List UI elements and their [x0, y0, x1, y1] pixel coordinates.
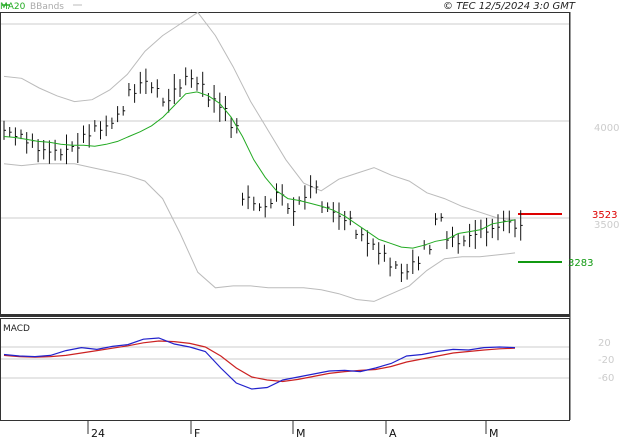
macd-panel-frame: [0, 318, 570, 421]
price-panel-frame: [0, 12, 570, 315]
series-layer: [3, 11, 523, 390]
macd-tick-neg20: -20: [598, 355, 614, 366]
x-label-may: M: [489, 427, 499, 440]
ma20-line: [3, 91, 516, 249]
macd-signal-line: [3, 340, 516, 383]
macd-tick-20: 20: [598, 338, 611, 349]
x-label-apr: A: [389, 427, 397, 440]
y-tick-4000: 4000: [594, 123, 619, 134]
x-label-24: 24: [91, 427, 105, 440]
bbands-legend: BBands: [30, 2, 64, 12]
x-label-feb: F: [194, 427, 200, 440]
macd-tick-neg60: -60: [598, 373, 614, 384]
macd-title: MACD: [3, 324, 30, 334]
macd-line: [3, 337, 516, 390]
y-tick-3500: 3500: [594, 220, 619, 231]
resistance-level-label: 3523: [592, 210, 617, 221]
support-level-label: 3283: [568, 258, 593, 269]
x-label-mar: M: [296, 427, 306, 440]
copyright-text: © TEC 12/5/2024 3:0 GMT: [443, 1, 576, 12]
bbands-lower-line: [3, 163, 516, 302]
ma20-legend: MA20: [0, 2, 26, 12]
bbands-upper-line: [3, 11, 516, 221]
